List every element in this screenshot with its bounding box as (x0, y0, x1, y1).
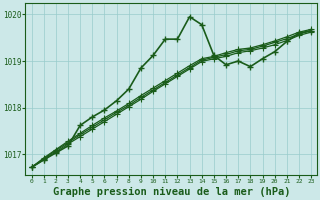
X-axis label: Graphe pression niveau de la mer (hPa): Graphe pression niveau de la mer (hPa) (52, 187, 290, 197)
